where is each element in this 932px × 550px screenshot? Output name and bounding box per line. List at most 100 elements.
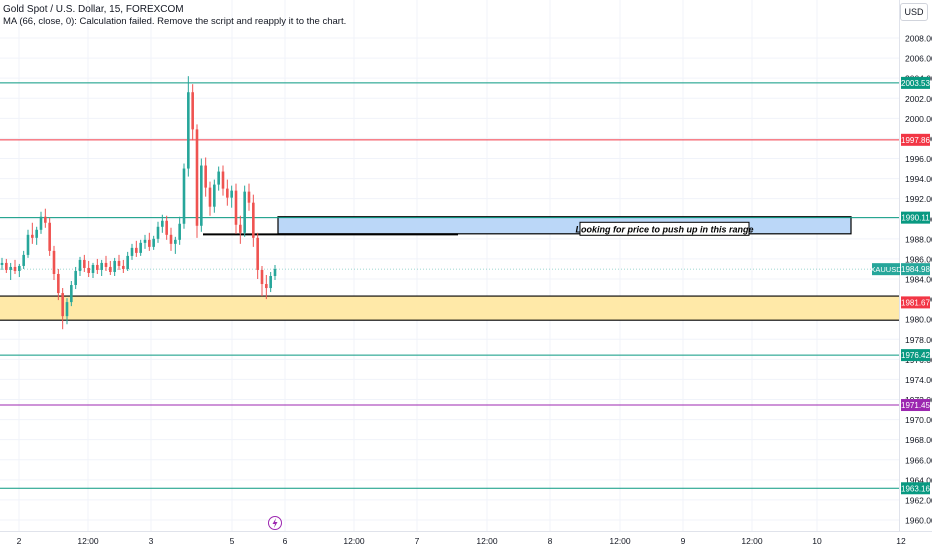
price-tick-label: 1988.00 xyxy=(905,234,932,244)
candle xyxy=(122,259,125,273)
lightning-marker-icon xyxy=(268,516,282,530)
candle xyxy=(130,243,134,260)
price-level-badge xyxy=(901,76,930,89)
candle xyxy=(39,211,43,234)
annotation-text: Looking for price to push up in this ran… xyxy=(575,224,753,234)
candle xyxy=(178,216,181,245)
time-tick-label: 12:00 xyxy=(343,536,365,546)
horizontal-lines xyxy=(0,82,899,489)
candle-body xyxy=(139,242,142,253)
time-tick-label: 7 xyxy=(415,536,420,546)
price-tick-label: 2000.00 xyxy=(905,114,932,124)
candle-body xyxy=(269,275,272,289)
candle-body xyxy=(273,268,277,276)
candle-body xyxy=(247,191,251,203)
candle-body xyxy=(208,187,212,207)
candle xyxy=(204,157,207,197)
candle-body xyxy=(39,216,43,230)
candle xyxy=(191,84,194,141)
candle-body xyxy=(74,270,77,286)
time-tick-label: 12:00 xyxy=(609,536,631,546)
candle xyxy=(22,250,25,269)
price-level-badge-label: 1990.11 xyxy=(901,214,930,223)
price-tick-label: 1980.00 xyxy=(905,315,932,325)
candle-body xyxy=(204,165,207,188)
symbol-badge-label: XAUUSD xyxy=(870,265,902,274)
currency-button[interactable]: USD xyxy=(900,3,928,21)
candle-body xyxy=(195,129,199,226)
candle xyxy=(61,288,64,330)
time-tick-label: 12:00 xyxy=(476,536,498,546)
candle xyxy=(9,262,12,281)
price-tick-label: 1966.00 xyxy=(905,455,932,465)
candle xyxy=(18,263,21,277)
candle xyxy=(265,274,268,300)
candle-body xyxy=(78,259,82,271)
candle-body xyxy=(234,190,238,225)
last-price-badge xyxy=(901,263,930,276)
candle xyxy=(230,185,233,208)
candle-body xyxy=(130,247,134,256)
candle-body xyxy=(174,239,177,244)
candle xyxy=(5,258,8,273)
price-tick-label: 1994.00 xyxy=(905,174,932,184)
time-tick-label: 3 xyxy=(149,536,154,546)
candle xyxy=(174,236,177,254)
price-level-badge-label: 1963.16 xyxy=(901,484,930,493)
candle-body xyxy=(57,273,60,294)
candle xyxy=(269,271,272,293)
candle xyxy=(148,232,151,251)
candle xyxy=(0,257,4,270)
price-tick-label: 1984.00 xyxy=(905,275,932,285)
price-level-badge xyxy=(901,211,930,224)
price-tick-label: 1960.00 xyxy=(905,516,932,526)
candle-body xyxy=(169,234,173,244)
candle-body xyxy=(213,184,216,207)
candle xyxy=(243,185,246,237)
time-tick-label: 8 xyxy=(548,536,553,546)
candle xyxy=(200,158,203,232)
candle-body xyxy=(217,171,220,185)
candle xyxy=(208,181,212,216)
candle-body xyxy=(143,239,147,243)
zone-price-badge-label: 1981.67 xyxy=(901,298,930,307)
candle-body xyxy=(65,302,69,317)
candle xyxy=(78,256,82,276)
candle xyxy=(169,227,173,251)
candle xyxy=(252,194,255,247)
candle xyxy=(213,179,216,213)
candle xyxy=(26,229,30,258)
candle xyxy=(109,260,112,275)
candle-body xyxy=(243,191,246,233)
candle xyxy=(13,259,17,274)
candle xyxy=(239,215,242,244)
annotations: Looking for price to push up in this ran… xyxy=(575,221,754,236)
price-level-badge-label: 2003.53 xyxy=(901,79,930,88)
candle-body xyxy=(135,247,138,253)
candle xyxy=(65,298,69,325)
candle-body xyxy=(35,229,38,238)
time-tick-label: 10 xyxy=(812,536,822,546)
candle xyxy=(126,251,129,271)
candle-body xyxy=(156,226,160,239)
candle-body xyxy=(265,284,268,289)
candle xyxy=(87,260,90,277)
candle xyxy=(31,222,34,244)
time-tick-label: 12:00 xyxy=(77,536,99,546)
target-range-box xyxy=(277,216,852,235)
price-tick-label: 1986.00 xyxy=(905,254,932,264)
candle-body xyxy=(91,264,95,273)
candle xyxy=(260,265,264,297)
price-tick-label: 1970.00 xyxy=(905,415,932,425)
candle-body xyxy=(221,171,225,189)
candle-body xyxy=(126,255,129,269)
price-level-badge xyxy=(901,133,930,146)
candle-body xyxy=(161,220,164,227)
candle xyxy=(70,281,73,307)
price-level-badge-label: 1971.45 xyxy=(901,401,930,410)
price-tick-label: 1978.00 xyxy=(905,335,932,345)
candle xyxy=(83,254,86,272)
price-tick-label: 2008.00 xyxy=(905,34,932,44)
